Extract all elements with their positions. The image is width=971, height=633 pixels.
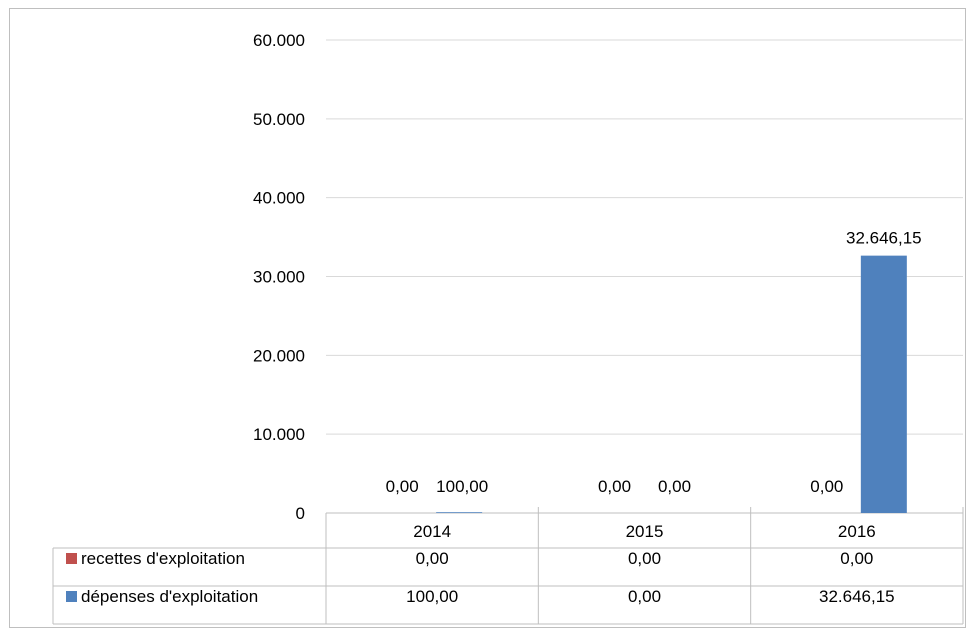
table-cell: 100,00: [406, 587, 458, 606]
chart-frame: [9, 8, 966, 628]
table-cell: 0,00: [628, 587, 661, 606]
x-tick-label: 2016: [838, 522, 876, 541]
y-tick-label: 40.000: [253, 189, 305, 208]
x-tick-label: 2015: [626, 522, 664, 541]
data-label: 0,00: [810, 477, 843, 496]
table-cell: 0,00: [416, 549, 449, 568]
table-cell: 32.646,15: [819, 587, 895, 606]
data-label: 32.646,15: [846, 229, 922, 248]
bar-depenses: [436, 512, 483, 513]
bar-depenses: [860, 255, 907, 513]
table-cell: 0,00: [840, 549, 873, 568]
series-name: recettes d'exploitation: [81, 549, 245, 568]
legend-swatch: [66, 553, 77, 564]
y-tick-label: 30.000: [253, 268, 305, 287]
data-label: 0,00: [386, 477, 419, 496]
table-cell: 0,00: [628, 549, 661, 568]
y-tick-label: 50.000: [253, 110, 305, 129]
y-tick-label: 60.000: [253, 31, 305, 50]
y-tick-label: 10.000: [253, 425, 305, 444]
y-tick-label: 0: [296, 504, 305, 523]
data-label: 0,00: [598, 477, 631, 496]
data-label: 0,00: [658, 477, 691, 496]
series-name: dépenses d'exploitation: [81, 587, 258, 606]
x-tick-label: 2014: [413, 522, 451, 541]
y-tick-label: 20.000: [253, 346, 305, 365]
data-label: 100,00: [436, 477, 488, 496]
legend-swatch: [66, 591, 77, 602]
